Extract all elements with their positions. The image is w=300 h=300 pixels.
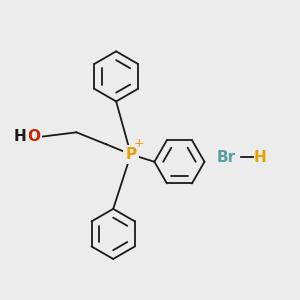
Text: O: O: [27, 129, 40, 144]
Text: H: H: [14, 129, 27, 144]
Text: P: P: [125, 147, 136, 162]
Text: H: H: [254, 150, 267, 165]
Text: Br: Br: [217, 150, 236, 165]
Text: +: +: [134, 137, 144, 150]
